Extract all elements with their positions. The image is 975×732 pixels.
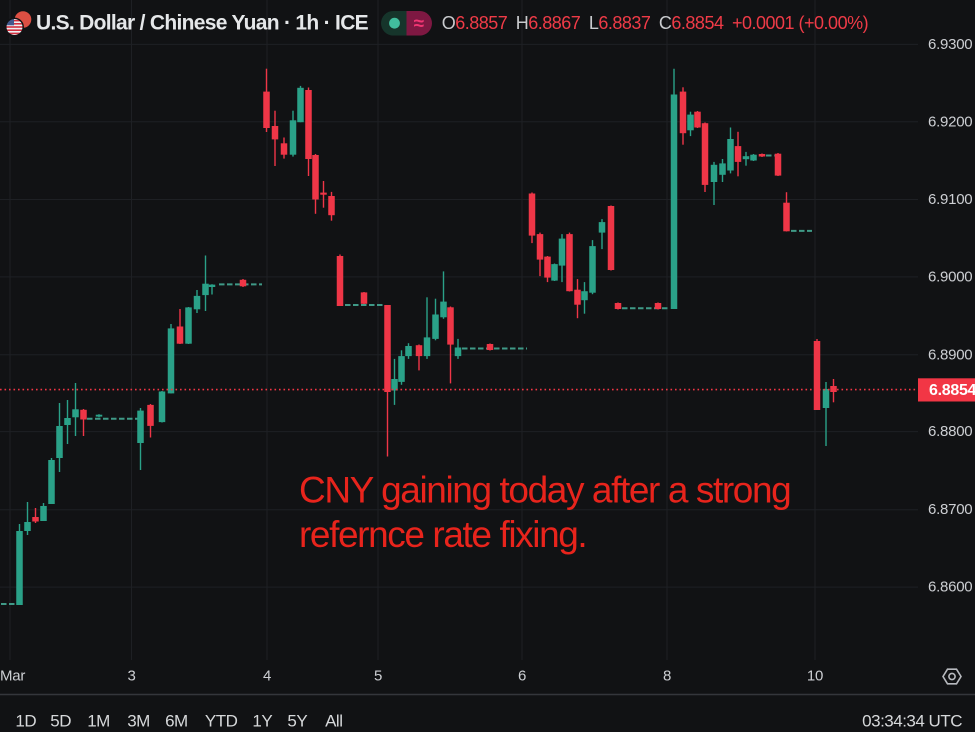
svg-text:1M: 1M [87, 712, 110, 731]
svg-text:10: 10 [807, 668, 823, 685]
svg-text:≈: ≈ [414, 13, 425, 34]
svg-text:3: 3 [127, 668, 135, 685]
svg-text:5D: 5D [50, 712, 71, 731]
svg-text:6.9000: 6.9000 [928, 268, 972, 285]
svg-text:6.8800: 6.8800 [928, 423, 972, 440]
svg-text:3M: 3M [127, 712, 150, 731]
svg-text:4: 4 [263, 668, 271, 685]
svg-text:Mar: Mar [0, 668, 25, 685]
svg-text:6.8600: 6.8600 [928, 579, 972, 596]
svg-text:8: 8 [663, 668, 671, 685]
svg-text:6.9300: 6.9300 [928, 36, 972, 53]
svg-text:U.S. Dollar / Chinese Yuan · 1: U.S. Dollar / Chinese Yuan · 1h · ICE [36, 12, 369, 35]
svg-text:6.9200: 6.9200 [928, 113, 972, 130]
svg-text:6.8900: 6.8900 [928, 346, 972, 363]
svg-text:5: 5 [374, 668, 382, 685]
svg-text:03:34:34 UTC: 03:34:34 UTC [862, 712, 962, 731]
svg-text:6.9100: 6.9100 [928, 191, 972, 208]
svg-text:1Y: 1Y [252, 712, 272, 731]
svg-text:6.8700: 6.8700 [928, 501, 972, 518]
svg-text:6M: 6M [165, 712, 188, 731]
svg-text:refernce rate fixing.: refernce rate fixing. [299, 514, 586, 555]
svg-text:O6.8857 H6.8867 L6.8837 C6.885: O6.8857 H6.8867 L6.8837 C6.8854 +0.0001 … [442, 13, 868, 33]
svg-text:All: All [325, 712, 342, 731]
svg-text:6.8854: 6.8854 [929, 382, 975, 399]
svg-text:YTD: YTD [205, 712, 238, 731]
svg-text:6: 6 [518, 668, 526, 685]
svg-text:1D: 1D [15, 712, 36, 731]
svg-text:CNY gaining today after a stro: CNY gaining today after a strong [299, 470, 790, 511]
svg-text:5Y: 5Y [287, 712, 307, 731]
